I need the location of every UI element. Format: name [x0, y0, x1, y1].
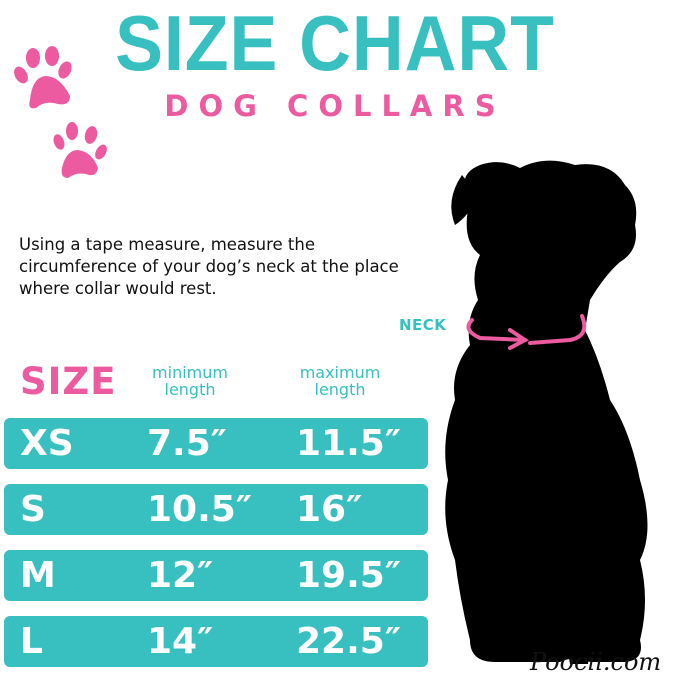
- max-cell: 11.5″: [296, 423, 401, 464]
- size-cell: XS: [20, 423, 74, 464]
- size-row-m: M 12″ 19.5″: [4, 550, 428, 601]
- max-length-header: maximum length: [299, 363, 381, 399]
- size-column-header: SIZE: [20, 360, 117, 403]
- size-cell: M: [20, 555, 56, 596]
- brand-logo: Poocii.com: [530, 648, 662, 676]
- max-cell: 22.5″: [296, 621, 401, 662]
- min-cell: 7.5″: [147, 423, 227, 464]
- instructions-text: Using a tape measure, measure the circum…: [19, 235, 399, 298]
- max-cell: 16″: [296, 489, 363, 530]
- size-row-xs: XS 7.5″ 11.5″: [4, 418, 428, 469]
- neck-collar-arrow: [466, 314, 587, 350]
- page-subtitle: DOG COLLARS: [164, 89, 506, 123]
- size-row-l: L 14″ 22.5″: [4, 616, 428, 667]
- min-length-header: minimum length: [152, 363, 228, 399]
- min-cell: 10.5″: [147, 489, 252, 530]
- size-row-s: S 10.5″ 16″: [4, 484, 428, 535]
- min-cell: 12″: [147, 555, 214, 596]
- paw-print-icon: [14, 46, 72, 109]
- size-cell: L: [20, 621, 43, 662]
- paw-print-icon: [53, 122, 107, 178]
- dog-silhouette: [445, 160, 648, 663]
- size-cell: S: [20, 489, 46, 530]
- page-title: SIZE CHART: [115, 0, 555, 87]
- crown-icon: [568, 648, 590, 664]
- neck-label: NECK: [399, 316, 447, 334]
- max-cell: 19.5″: [296, 555, 401, 596]
- min-cell: 14″: [147, 621, 214, 662]
